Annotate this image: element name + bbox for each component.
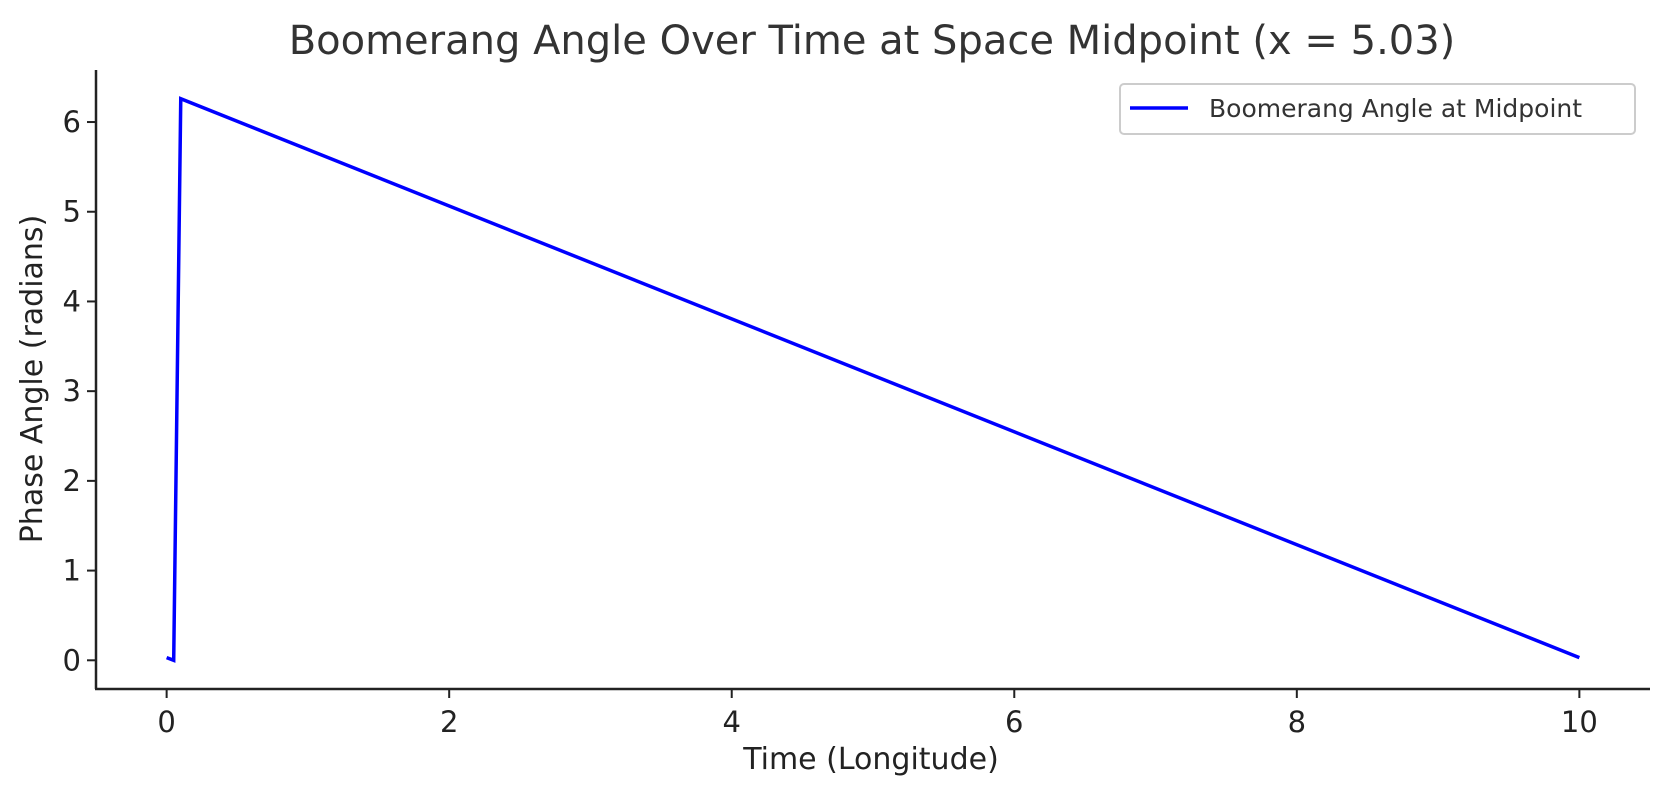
y-tick-label: 2 — [63, 464, 81, 498]
legend-frame — [1119, 83, 1636, 135]
plot-area — [166, 96, 1581, 663]
x-axis-ticks: 0 2 4 6 8 10 — [157, 689, 1598, 739]
x-tick-label: 2 — [440, 705, 458, 739]
x-tick-label: 8 — [1288, 705, 1306, 739]
x-tick-label: 10 — [1561, 705, 1598, 739]
series-line-boomerang-angle — [166, 96, 1581, 663]
chart-title: Boomerang Angle Over Time at Space Midpo… — [289, 18, 1456, 64]
y-tick-label: 0 — [63, 643, 81, 677]
y-tick-label: 5 — [63, 195, 81, 229]
legend-label: Boomerang Angle at Midpoint — [1209, 94, 1582, 123]
x-tick-label: 0 — [157, 705, 175, 739]
legend: Boomerang Angle at Midpoint — [1119, 83, 1636, 135]
x-axis-label: Time (Longitude) — [742, 742, 999, 777]
y-axis-label: Phase Angle (radians) — [15, 215, 50, 544]
y-tick-label: 4 — [63, 284, 81, 318]
y-axis-ticks: 0 1 2 3 4 5 6 — [63, 105, 96, 677]
x-tick-label: 4 — [723, 705, 741, 739]
y-tick-label: 6 — [63, 105, 81, 139]
x-tick-label: 6 — [1005, 705, 1023, 739]
y-tick-label: 3 — [63, 374, 81, 408]
y-tick-label: 1 — [63, 554, 81, 588]
